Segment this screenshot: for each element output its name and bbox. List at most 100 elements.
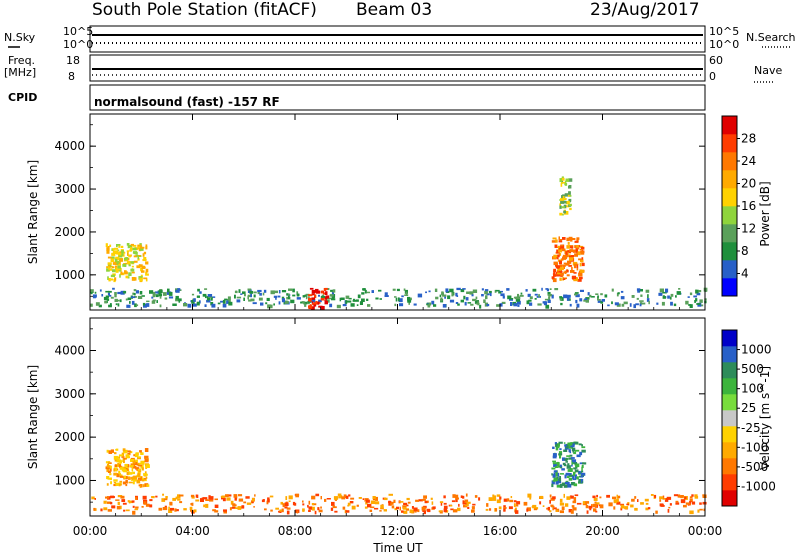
- velocity-cell: [554, 466, 559, 468]
- power-cell: [568, 178, 573, 182]
- power-cell: [143, 257, 147, 261]
- velocity-cell: [125, 454, 130, 459]
- power-cell: [467, 302, 472, 304]
- velocity-cell: [568, 445, 571, 449]
- velocity-cell: [124, 463, 128, 467]
- power-cell: [556, 249, 560, 254]
- power-cell: [560, 271, 563, 273]
- velocity-colorbar-tick-label: -1000: [741, 479, 776, 493]
- velocity-cell: [172, 497, 176, 501]
- power-cell: [510, 302, 513, 306]
- power-cell: [687, 296, 690, 298]
- power-cell: [95, 302, 100, 306]
- velocity-cell: [233, 494, 238, 498]
- power-cell: [310, 306, 315, 310]
- velocity-cell: [403, 502, 408, 505]
- velocity-cell: [133, 478, 137, 482]
- power-cell: [110, 258, 115, 263]
- velocity-cell: [499, 496, 502, 500]
- nsky-bot-tick: 10^0: [63, 38, 93, 51]
- power-cell: [611, 301, 613, 305]
- power-cell: [323, 295, 325, 299]
- velocity-cell: [94, 498, 96, 500]
- power-cell: [607, 304, 610, 307]
- power-cell: [515, 297, 521, 300]
- power-cell: [698, 290, 702, 293]
- power-cell: [114, 247, 119, 250]
- velocity-cell: [119, 475, 124, 478]
- power-cell: [700, 304, 704, 307]
- velocity-cell: [284, 506, 288, 509]
- power-cell: [695, 298, 698, 302]
- velocity-cell: [581, 449, 586, 453]
- power-cell: [426, 302, 432, 306]
- power-cell: [130, 247, 133, 251]
- velocity-cell: [135, 496, 138, 500]
- velocity-colorbar-swatch: [722, 490, 737, 507]
- power-cell: [552, 237, 557, 240]
- velocity-cell: [558, 477, 562, 482]
- power-cell: [481, 288, 484, 291]
- velocity-cell: [307, 504, 309, 508]
- velocity-colorbar-tick-label: 1000: [741, 343, 772, 357]
- power-cell: [620, 296, 625, 300]
- power-cell: [553, 261, 558, 266]
- velocity-cell: [552, 474, 556, 478]
- velocity-cell: [234, 507, 239, 509]
- velocity-cell: [91, 496, 95, 500]
- power-cell: [222, 299, 226, 304]
- power-cell: [555, 239, 558, 243]
- velocity-cell: [144, 455, 149, 459]
- power-cell: [637, 289, 641, 293]
- power-cell: [313, 304, 317, 307]
- power-cell: [362, 288, 366, 291]
- velocity-cell: [132, 510, 136, 515]
- velocity-cell: [699, 508, 703, 511]
- velocity-cell: [399, 501, 404, 503]
- power-cell: [576, 267, 579, 271]
- velocity-cell: [119, 467, 124, 470]
- power-cell: [106, 268, 110, 272]
- power-cell: [226, 300, 229, 304]
- velocity-cell: [111, 505, 116, 509]
- nsky-label: N.Sky: [4, 31, 36, 44]
- velocity-cell: [350, 497, 355, 500]
- velocity-cell: [134, 453, 139, 458]
- power-colorbar-swatch: [722, 278, 737, 297]
- velocity-ytick-label: 1000: [54, 473, 85, 487]
- power-cell: [183, 303, 188, 307]
- power-cell: [463, 295, 466, 300]
- velocity-cell: [138, 469, 142, 473]
- power-cell: [359, 301, 363, 305]
- velocity-cell: [574, 469, 579, 473]
- velocity-cell: [114, 452, 117, 455]
- power-cell: [120, 272, 124, 275]
- power-cell: [562, 278, 566, 280]
- power-cell: [481, 294, 484, 297]
- power-colorbar-swatch: [722, 116, 737, 135]
- velocity-cell: [168, 509, 173, 513]
- power-cell: [249, 290, 254, 294]
- velocity-cell: [100, 508, 103, 512]
- power-cell: [120, 245, 124, 248]
- velocity-cell: [332, 505, 335, 508]
- velocity-cell: [131, 500, 135, 503]
- power-cell: [520, 292, 523, 295]
- power-cell: [571, 266, 573, 271]
- velocity-cell: [450, 508, 454, 511]
- velocity-cell: [169, 501, 173, 506]
- velocity-cell: [264, 508, 267, 511]
- power-cell: [584, 298, 588, 300]
- velocity-cell: [161, 498, 166, 502]
- velocity-cell: [620, 507, 623, 511]
- velocity-cell: [549, 499, 551, 504]
- power-cell: [137, 295, 143, 299]
- velocity-cell: [138, 463, 141, 466]
- power-cell: [192, 303, 197, 307]
- velocity-cell: [351, 505, 356, 510]
- power-cell: [90, 289, 94, 293]
- velocity-cell: [118, 459, 122, 463]
- velocity-cell: [114, 458, 117, 462]
- power-cell: [568, 257, 574, 261]
- velocity-cell: [280, 501, 284, 505]
